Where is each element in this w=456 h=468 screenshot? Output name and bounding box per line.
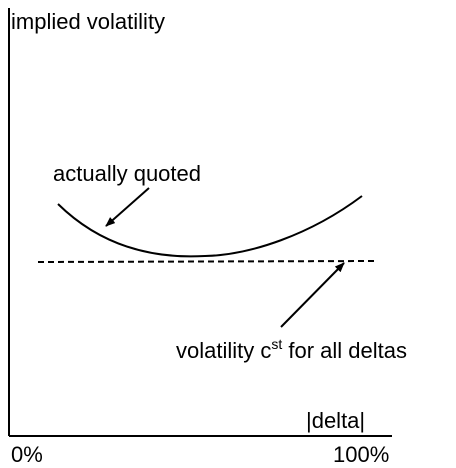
constant-line-label-prefix: volatility c (176, 338, 272, 363)
quoted-volatility-curve (57, 195, 363, 258)
y-axis-label: implied volatility (11, 9, 166, 34)
quoted-curve-label: actually quoted (53, 161, 201, 186)
constant-line-label-superscript: st (271, 336, 283, 352)
constant-line-label-suffix: for all deltas (282, 338, 407, 363)
constant-line-arrow (280, 262, 345, 328)
x-axis-label: |delta| (306, 408, 366, 433)
constant-volatility-line (37, 260, 375, 263)
quoted-curve-arrow (105, 187, 150, 227)
constant-line-label: volatility cst for all deltas (176, 337, 407, 363)
x-tick-min: 0% (11, 442, 43, 467)
x-tick-max: 100% (333, 442, 390, 467)
